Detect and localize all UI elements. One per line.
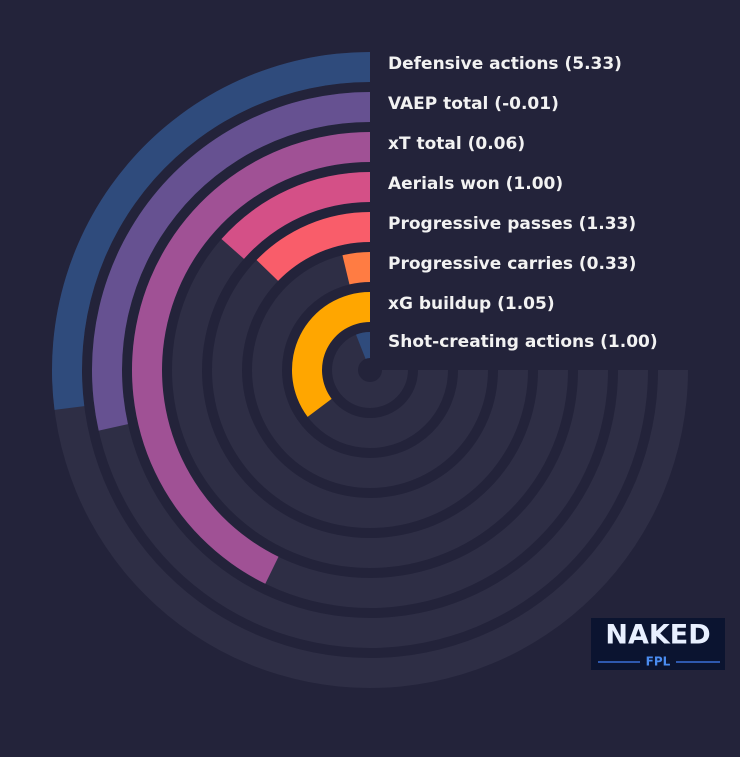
bar-label: Aerials won (1.00): [388, 174, 563, 194]
bar-label: Progressive passes (1.33): [388, 214, 636, 234]
bar-label: xG buildup (1.05): [388, 294, 555, 314]
bar: [52, 52, 370, 410]
bar-label: VAEP total (-0.01): [388, 94, 559, 114]
logo-subtext: FPL: [646, 655, 671, 669]
bar-label: Defensive actions (5.33): [388, 54, 622, 74]
bar: [221, 172, 370, 259]
bar: [342, 252, 370, 285]
logo: NAKED FPL: [591, 618, 725, 670]
bar: [91, 92, 370, 431]
bar: [292, 292, 370, 417]
bar-label: Shot-creating actions (1.00): [388, 332, 658, 352]
logo-text: NAKED: [605, 620, 710, 651]
bar: [131, 132, 370, 584]
bar-label: xT total (0.06): [388, 134, 525, 154]
track: [332, 332, 408, 408]
bar: [356, 332, 370, 359]
bar-label: Progressive carries (0.33): [388, 254, 636, 274]
bar: [256, 212, 370, 281]
